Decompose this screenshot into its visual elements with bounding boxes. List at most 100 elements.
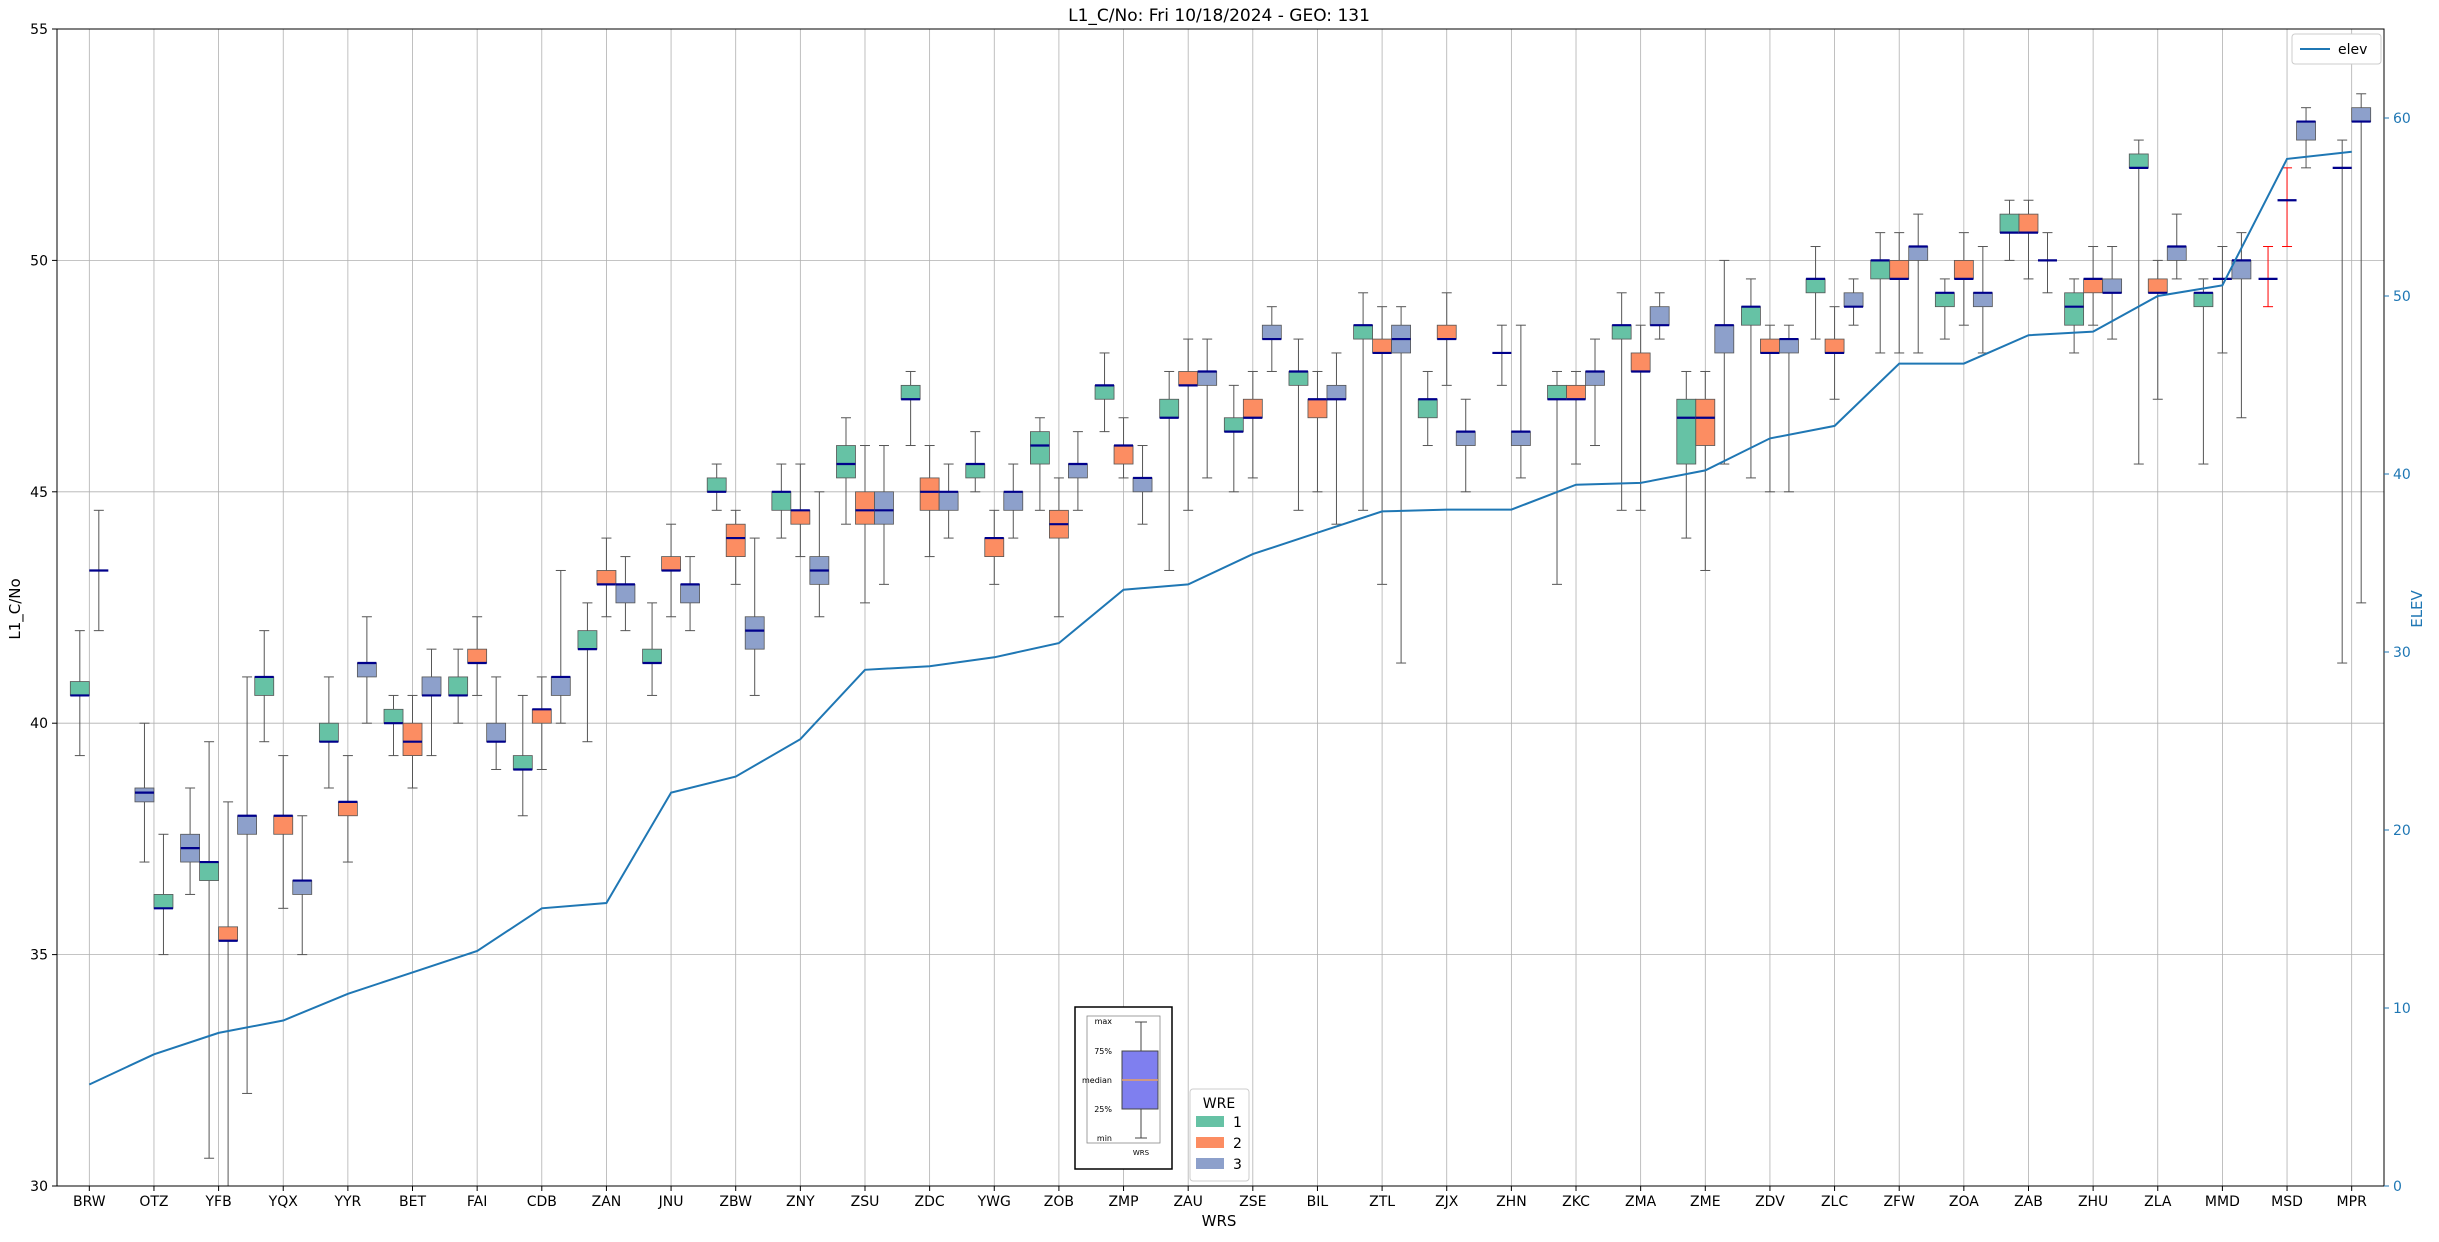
x-tick-label: YYR: [333, 1194, 361, 1210]
box-CDB-wre2: [531, 708, 552, 724]
box-JNU-wre3: [680, 583, 700, 604]
wre-legend-label-1: 1: [1233, 1115, 1242, 1131]
wre-legend-title: WRE: [1203, 1096, 1235, 1112]
box-MMD-wre1: [2193, 292, 2214, 308]
box-ZLC-wre3: [1843, 292, 1864, 308]
box-BET-wre2: [402, 722, 423, 756]
x-tick-label: ZSE: [1239, 1194, 1266, 1210]
x-tick-label: ZLC: [1821, 1194, 1848, 1210]
box-ZFW-wre1: [1870, 259, 1891, 280]
box-ZMA-wre2: [1630, 352, 1651, 372]
grid: [57, 28, 2384, 1187]
inset-label-min: min: [1097, 1134, 1112, 1143]
box-ZOB-wre1: [1030, 431, 1050, 465]
x-tick-label: YWG: [977, 1194, 1011, 1210]
box-OTZ-wre1: [153, 894, 174, 909]
x-tick-label: ZNY: [786, 1194, 815, 1210]
box-ZLA-wre2: [2147, 278, 2168, 294]
box-ZJX-wre2: [1436, 324, 1457, 340]
box-ZKC-wre3: [1585, 371, 1605, 386]
box-ZKC-wre1: [1547, 384, 1567, 400]
inset-label-max: max: [1095, 1017, 1113, 1026]
box-ZAU-wre2: [1178, 371, 1199, 386]
box-ZNY-wre1: [771, 491, 792, 511]
box-YWG-wre1: [965, 463, 986, 479]
box-ZME-wre3: [1714, 324, 1735, 354]
box-ZOA-wre2: [1953, 259, 1974, 280]
y-axis-label: L1_C/No: [6, 578, 25, 639]
wre-legend-swatch-1: [1196, 1116, 1224, 1127]
x-tick-label: ZMA: [1625, 1194, 1657, 1210]
box-ZMA-wre1: [1611, 324, 1632, 340]
box-ZOA-wre3: [1972, 292, 1993, 308]
x-tick-label: ZHN: [1496, 1194, 1527, 1210]
box-YWG-wre2: [984, 537, 1005, 557]
y-tick-label: 55: [30, 22, 48, 38]
x-tick-label: ZKC: [1562, 1194, 1590, 1210]
x-axis-label: WRS: [1202, 1212, 1237, 1230]
box-ZFW-wre2: [1889, 259, 1910, 280]
box-ZBW-wre2: [725, 523, 746, 557]
y2-tick-label: 10: [2393, 1001, 2411, 1017]
axes: BRW OTZ YFB YQX YYR BET FAI CDB ZAN JNU ZBW ZNY ZSU Z…: [30, 22, 2411, 1210]
box-CDB-wre3: [550, 676, 571, 696]
box-ZDC-wre1: [900, 384, 921, 400]
box-YQX-wre1: [254, 676, 275, 696]
box-ZBW-wre3: [744, 616, 765, 650]
box-ZSU-wre2: [855, 491, 875, 525]
box-ZSE-wre1: [1223, 417, 1244, 433]
y-tick-label: 30: [30, 1179, 48, 1195]
boxplot-key-inset: max 75% median 25% min WRS: [1074, 1006, 1173, 1170]
box-BIL-wre2: [1307, 398, 1328, 419]
box-ZDV-wre2: [1760, 338, 1780, 354]
box-ZMA-wre3: [1649, 306, 1670, 326]
x-tick-label: BET: [399, 1194, 426, 1210]
box-ZDC-wre3: [938, 491, 959, 511]
box-ZLA-wre1: [2128, 153, 2149, 169]
x-tick-label: ZME: [1690, 1194, 1721, 1210]
wre-legend-label-3: 3: [1233, 1157, 1242, 1173]
chart-title: L1_C/No: Fri 10/18/2024 - GEO: 131: [1068, 6, 1370, 26]
box-ZHU-wre3: [2102, 278, 2123, 294]
elev-legend-label: elev: [2338, 42, 2367, 58]
x-tick-label: MPR: [2337, 1194, 2368, 1210]
box-ZLA-wre3: [2166, 246, 2187, 261]
y-tick-label: 35: [30, 948, 48, 964]
y-tick-label: 50: [30, 253, 48, 269]
x-tick-label: ZAB: [2014, 1194, 2043, 1210]
box-ZAB-wre2: [2018, 213, 2039, 234]
box-BRW-wre1: [69, 681, 90, 696]
x-tick-label: JNU: [658, 1194, 684, 1210]
plot-frame: [56, 28, 2385, 1187]
x-tick-label: ZFW: [1883, 1194, 1915, 1210]
box-ZDC-wre2: [919, 477, 940, 511]
y2-tick-label: 20: [2393, 823, 2411, 839]
wre-legend-swatch-2: [1196, 1137, 1224, 1148]
box-YYR-wre3: [356, 662, 377, 678]
x-tick-label: CDB: [527, 1194, 557, 1210]
elev-legend: elev: [2291, 33, 2382, 65]
x-tick-label: MMD: [2205, 1194, 2240, 1210]
box-YFB-wre3: [237, 815, 257, 835]
y2-tick-label: 30: [2393, 645, 2411, 661]
y2-tick-label: 50: [2393, 289, 2411, 305]
box-ZTL-wre1: [1353, 324, 1373, 340]
y-tick-label: 45: [30, 485, 48, 501]
box-FAI-wre2: [467, 648, 488, 664]
box-BIL-wre3: [1326, 384, 1347, 400]
wre-legend-label-2: 2: [1233, 1136, 1242, 1152]
box-ZSU-wre1: [836, 445, 856, 479]
box-ZMP-wre2: [1113, 445, 1134, 465]
box-ZOB-wre3: [1068, 463, 1088, 479]
box-ZMP-wre1: [1094, 384, 1115, 400]
box-ZKC-wre2: [1566, 384, 1586, 400]
box-OTZ-wre3: [134, 787, 155, 803]
box-BET-wre3: [421, 676, 442, 696]
box-ZHU-wre2: [2083, 278, 2104, 294]
box-ZLC-wre2: [1824, 338, 1845, 354]
box-ZJX-wre1: [1417, 398, 1438, 419]
box-MPR-wre3: [2351, 107, 2372, 122]
box-ZSE-wre3: [1261, 324, 1282, 340]
elev-series-line: [88, 150, 2352, 1086]
